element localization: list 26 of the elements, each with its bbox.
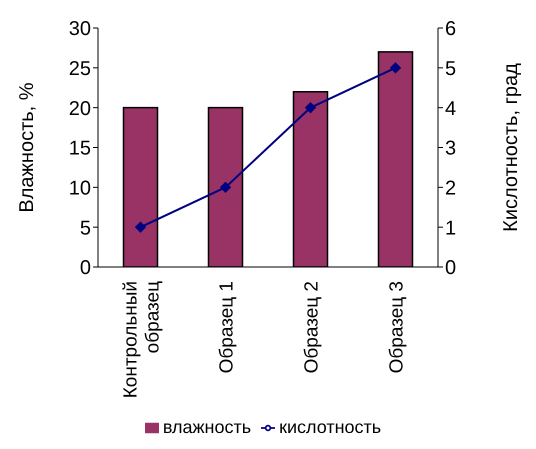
legend-label: кислотность [279,417,382,437]
point [135,222,146,233]
y-tick-label: 20 [68,98,91,120]
y2-tick-label: 5 [445,58,456,80]
y2-tick-label: 1 [445,217,456,240]
x-tick-label: Образец 2 [302,281,322,374]
point [390,62,401,74]
y-tick-label: 30 [68,18,91,40]
y2-tick-label: 6 [445,18,456,40]
y2-tick-label: 2 [445,177,456,200]
x-tick-label: Образец 3 [386,281,408,374]
y-tick-label: 10 [68,177,91,200]
y2-tick-label: 3 [445,138,456,160]
x-tick-label: Образец 1 [216,281,238,374]
y-tick-label: 15 [68,138,91,160]
y2-tick-label: 0 [445,257,456,280]
y2-tick-label: 4 [445,98,456,120]
y-tick-label: 0 [80,257,91,280]
legend-label: влажность [162,417,252,437]
point [220,182,231,193]
y-tick-label: 25 [68,58,91,80]
y-tick-label: 5 [80,217,91,240]
x-tick-label: Контрольный образец [120,280,164,398]
point [305,102,316,114]
y2-axis-title: Кислотность, град [500,62,522,232]
y-axis-title: Влажность, % [16,82,38,213]
